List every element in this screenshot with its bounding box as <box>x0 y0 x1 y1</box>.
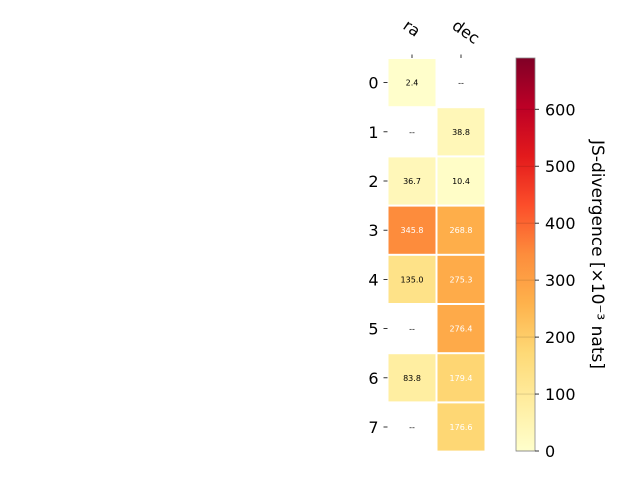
colorbar-tick-label: 0 <box>545 442 555 461</box>
cell-value-label: 179.4 <box>450 374 473 383</box>
cell-value-label: 135.0 <box>401 275 424 284</box>
heatmap-cell <box>437 354 485 402</box>
row-tick-labels: 0 1 2 3 4 5 6 7 <box>368 74 388 437</box>
colorbar-tick-label: 300 <box>545 271 576 290</box>
cell-value-label: 10.4 <box>452 177 470 186</box>
cell-value-label: 276.4 <box>450 325 473 334</box>
colorbar-tick-label: 400 <box>545 214 576 233</box>
row-tick-label: 5 <box>368 320 378 339</box>
cell-value-label: 345.8 <box>401 226 424 235</box>
cell-value-label: 36.7 <box>403 177 421 186</box>
cell-value-label: 2.4 <box>406 79 419 88</box>
colorbar-tick-label: 500 <box>545 157 576 176</box>
row-tick-label: 7 <box>368 418 378 437</box>
cell-value-label: 176.6 <box>450 423 473 432</box>
row-tick-label: 4 <box>368 270 378 289</box>
cell-value-label: 83.8 <box>403 374 421 383</box>
row-tick-label: 6 <box>368 369 378 388</box>
heatmap-cell <box>437 305 485 353</box>
colorbar-tick-label: 200 <box>545 328 576 347</box>
heatmap-cell <box>437 255 485 303</box>
colorbar-tick-label: 100 <box>545 385 576 404</box>
cell-value-label: -- <box>458 79 464 88</box>
row-tick-label: 0 <box>368 74 378 93</box>
column-tick-labels: ra dec <box>400 16 483 58</box>
heatmap-cell <box>388 59 436 107</box>
row-tick-label: 1 <box>368 123 378 142</box>
heatmap-cell <box>388 157 436 205</box>
colorbar-tick-label: 600 <box>545 100 576 119</box>
row-tick-label: 2 <box>368 172 378 191</box>
heatmap-cell <box>437 403 485 451</box>
cell-value-label: 275.3 <box>450 275 473 284</box>
column-tick-label: dec <box>449 16 483 48</box>
heatmap-cell <box>388 206 436 254</box>
colorbar-label: JS-divergence [×10⁻³ nats] <box>587 139 607 369</box>
heatmap-cell <box>437 157 485 205</box>
colorbar-ticks: 0 100 200 300 400 500 600 <box>516 100 576 461</box>
row-tick-label: 3 <box>368 221 378 240</box>
heatmap-cell <box>388 354 436 402</box>
heatmap-cells: 2.4 -- -- 38.8 36.7 10.4 345.8 268.8 135.0 275.3 -… <box>388 59 485 451</box>
cell-value-label: 38.8 <box>452 128 470 137</box>
column-tick-label: ra <box>400 16 424 41</box>
cell-value-label: 268.8 <box>450 226 473 235</box>
heatmap-cell <box>437 206 485 254</box>
colorbar-gradient <box>515 57 536 452</box>
cell-value-label: -- <box>409 325 415 334</box>
colorbar: 0 100 200 300 400 500 600 JS-divergence [×10⁻³… <box>515 57 607 461</box>
heatmap-cell <box>388 255 436 303</box>
cell-value-label: -- <box>409 128 415 137</box>
cell-value-label: -- <box>409 423 415 432</box>
heatmap-cell <box>437 108 485 156</box>
